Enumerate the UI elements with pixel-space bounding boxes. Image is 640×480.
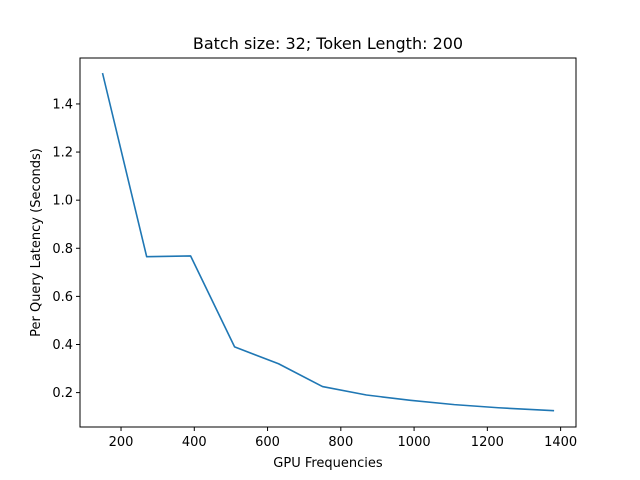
y-axis-title: Per Query Latency (Seconds) [29,148,44,337]
y-tick-label: 1.0 [52,194,73,209]
plot-frame [79,57,577,428]
x-axis-title: GPU Frequencies [273,456,383,471]
y-tick-label: 1.4 [52,97,73,112]
x-tick-label: 800 [328,435,353,450]
y-tick-label: 0.8 [52,242,73,257]
plot-area [101,72,555,412]
x-tick-label: 400 [182,435,207,450]
y-tick-label: 0.4 [52,338,73,353]
y-axis: 0.2 0.4 0.6 0.8 1.0 1.2 1.4 [52,97,80,401]
chart-title: Batch size: 32; Token Length: 200 [193,34,463,53]
y-tick-label: 0.2 [52,386,73,401]
x-tick-label: 1000 [398,435,431,450]
y-tick-label: 0.6 [52,290,73,305]
x-tick-label: 600 [255,435,280,450]
y-tick-label: 1.2 [52,146,73,161]
x-tick-label: 1400 [544,435,577,450]
x-tick-label: 200 [109,435,134,450]
x-axis: 200 400 600 800 1000 1200 1400 [109,427,577,450]
latency-series-line [101,72,555,412]
x-tick-label: 1200 [471,435,504,450]
